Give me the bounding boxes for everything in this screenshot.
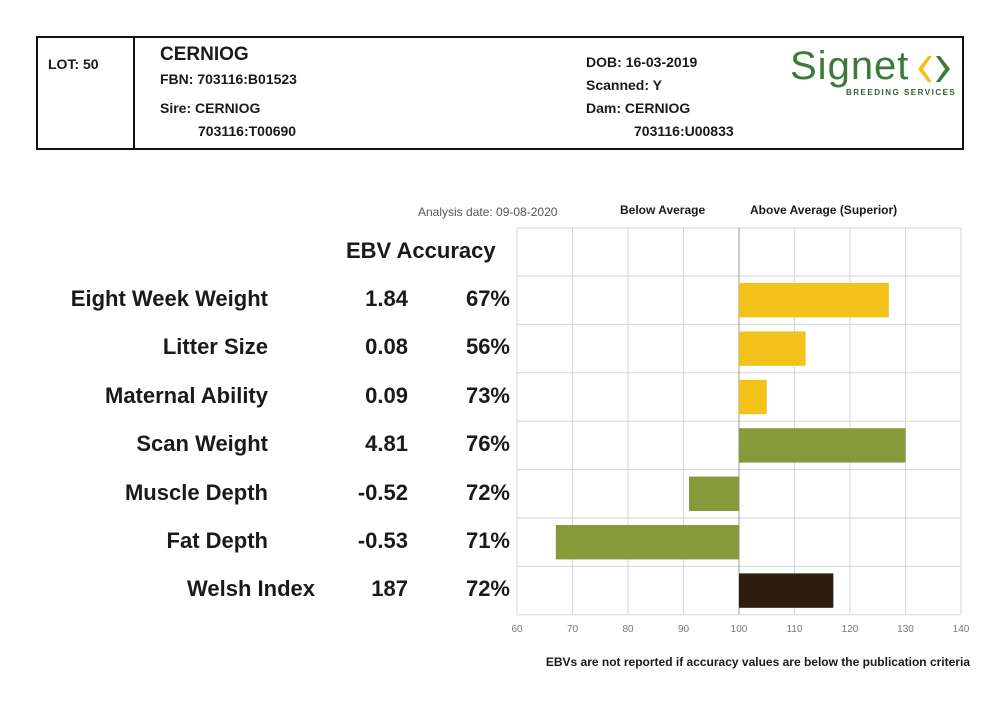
footnote: EBVs are not reported if accuracy values… xyxy=(545,655,970,669)
bar-muscle-depth xyxy=(689,476,739,511)
bar-eight-week-weight xyxy=(739,283,889,318)
accuracy-value: 72% xyxy=(465,479,510,505)
trait-label: Maternal Ability xyxy=(105,382,268,408)
x-tick-label: 120 xyxy=(842,624,859,635)
ebv-value: -0.52 xyxy=(357,479,408,505)
analysis-date: Analysis date: 09-08-2020 xyxy=(418,205,558,219)
ebv-value: 0.08 xyxy=(365,334,408,360)
accuracy-value: 56% xyxy=(465,334,510,360)
trait-label: Scan Weight xyxy=(136,431,268,457)
ebv-value: 0.09 xyxy=(365,382,408,408)
column-headings: EBV Accuracy xyxy=(346,238,496,263)
bar-litter-size xyxy=(739,331,806,366)
ebv-value: 1.84 xyxy=(365,286,408,311)
x-tick-label: 130 xyxy=(897,624,914,635)
x-tick-label: 70 xyxy=(567,624,579,635)
bar-scan-weight xyxy=(739,428,906,463)
trait-label: Eight Week Weight xyxy=(70,286,268,311)
sire-label: Sire: CERNIOG xyxy=(160,100,261,116)
bar-maternal-ability xyxy=(739,379,767,415)
dam-id: 703116:U00833 xyxy=(634,123,734,139)
bar-fat-depth xyxy=(555,525,739,560)
x-tick-label: 100 xyxy=(731,624,748,635)
ebv-value: 4.81 xyxy=(365,431,408,457)
x-tick-label: 60 xyxy=(511,624,523,635)
trait-label: Welsh Index xyxy=(187,576,315,602)
signet-logo: Signet BREEDING SERVICES xyxy=(790,44,955,97)
fbn: FBN: 703116:B01523 xyxy=(160,71,297,87)
accuracy-value: 71% xyxy=(465,528,510,553)
below-average-label: Below Average xyxy=(620,203,706,217)
animal-name: CERNIOG xyxy=(160,44,249,65)
trait-label: Muscle Depth xyxy=(124,479,268,505)
x-tick-label: 110 xyxy=(787,624,803,635)
trait-label: Litter Size xyxy=(162,334,268,360)
x-tick-label: 90 xyxy=(678,624,690,635)
bar-welsh-index xyxy=(739,573,834,608)
accuracy-value: 67% xyxy=(465,286,510,311)
sire-id: 703116:T00690 xyxy=(198,123,297,139)
accuracy-value: 72% xyxy=(465,576,510,602)
scanned: Scanned: Y xyxy=(586,77,662,93)
accuracy-value: 73% xyxy=(465,382,510,408)
ebv-value: 187 xyxy=(371,576,408,602)
x-tick-label: 80 xyxy=(622,624,634,635)
dam-label: Dam: CERNIOG xyxy=(586,100,691,116)
x-tick-label: 140 xyxy=(953,624,970,635)
logo-subtitle: BREEDING SERVICES xyxy=(846,88,957,97)
ebv-value: -0.53 xyxy=(357,528,408,553)
accuracy-value: 76% xyxy=(465,431,510,457)
trait-label: Fat Depth xyxy=(166,528,268,553)
logo-word: Signet xyxy=(790,44,910,88)
animal-header: LOT: 50 CERNIOG FBN: 703116:B01523 Sire:… xyxy=(36,36,964,150)
dob: DOB: 16-03-2019 xyxy=(586,54,698,70)
logo-chevrons-icon xyxy=(918,56,950,82)
header-divider xyxy=(133,38,135,148)
lot-number: LOT: 50 xyxy=(48,56,99,72)
above-average-label: Above Average (Superior) xyxy=(750,203,898,217)
